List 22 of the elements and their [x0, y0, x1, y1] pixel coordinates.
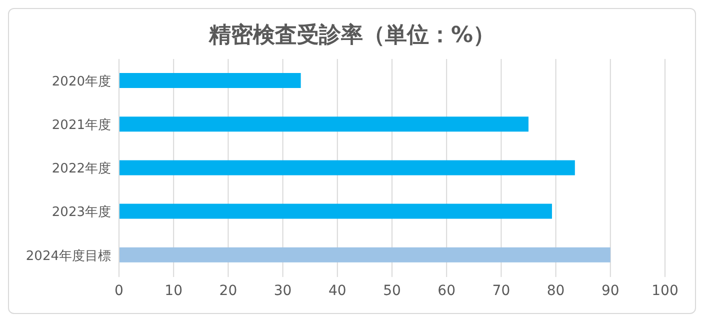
x-tick-label: 70 [492, 282, 510, 299]
y-tick-label: 2023年度 [52, 204, 111, 220]
y-tick-label: 2024年度目標 [26, 248, 111, 264]
x-tick-label: 10 [164, 282, 183, 299]
x-tick-label: 100 [652, 282, 678, 299]
bar [119, 204, 552, 219]
bar [119, 160, 575, 176]
x-tick-label: 30 [274, 282, 292, 299]
x-tick-label: 90 [601, 282, 620, 299]
bar [119, 73, 301, 88]
bar [119, 116, 528, 132]
x-tick-label: 0 [114, 282, 124, 299]
x-tick-label: 80 [546, 282, 565, 299]
y-tick-label: 2020年度 [52, 73, 111, 90]
x-tick-label: 20 [219, 282, 238, 299]
x-tick-label: 60 [438, 282, 456, 299]
bar [119, 247, 610, 262]
chart-title: 精密検査受診率（単位：%） [208, 22, 496, 49]
x-tick-label: 40 [328, 282, 346, 299]
y-tick-label: 2021年度 [52, 117, 111, 134]
y-tick-label: 2022年度 [52, 160, 111, 177]
x-tick-label: 50 [383, 282, 401, 299]
